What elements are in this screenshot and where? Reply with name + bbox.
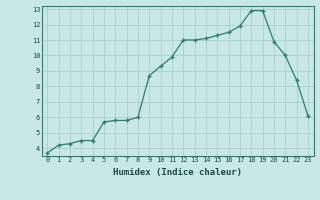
- X-axis label: Humidex (Indice chaleur): Humidex (Indice chaleur): [113, 168, 242, 177]
